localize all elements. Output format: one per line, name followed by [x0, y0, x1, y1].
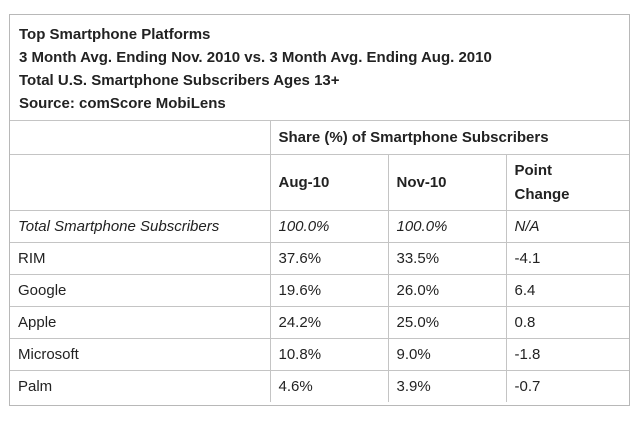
column-header-nov: Nov-10	[387, 154, 507, 211]
table-row: Palm 4.6% 3.9% -0.7	[10, 370, 630, 402]
cell-change: 0.8	[505, 306, 630, 339]
column-header-change: Point Change	[505, 154, 630, 211]
group-header-spacer	[10, 120, 271, 155]
cell-nov: 26.0%	[387, 274, 507, 307]
table-row: RIM 37.6% 33.5% -4.1	[10, 242, 630, 275]
table-row: Google 19.6% 26.0% 6.4	[10, 274, 630, 307]
cell-aug: 4.6%	[269, 370, 389, 402]
table-frame: Top Smartphone Platforms 3 Month Avg. En…	[9, 14, 630, 406]
column-header-row: Aug-10 Nov-10 Point Change	[10, 154, 630, 211]
cell-change: -1.8	[505, 338, 630, 371]
table-title: Top Smartphone Platforms	[19, 26, 211, 43]
column-header-spacer	[10, 154, 271, 211]
cell-change: 6.4	[505, 274, 630, 307]
row-label: Google	[10, 274, 271, 307]
table-row: Apple 24.2% 25.0% 0.8	[10, 306, 630, 339]
cell-change: -0.7	[505, 370, 630, 402]
table-row: Total Smartphone Subscribers 100.0% 100.…	[10, 210, 630, 243]
row-label: RIM	[10, 242, 271, 275]
table-row: Microsoft 10.8% 9.0% -1.8	[10, 338, 630, 371]
row-label: Microsoft	[10, 338, 271, 371]
group-header-row: Share (%) of Smartphone Subscribers	[10, 120, 630, 155]
table-subtitle: 3 Month Avg. Ending Nov. 2010 vs. 3 Mont…	[19, 49, 492, 66]
table-source: Source: comScore MobiLens	[19, 95, 226, 112]
row-label: Total Smartphone Subscribers	[10, 210, 271, 243]
cell-nov: 100.0%	[387, 210, 507, 243]
cell-nov: 9.0%	[387, 338, 507, 371]
cell-aug: 37.6%	[269, 242, 389, 275]
cell-nov: 25.0%	[387, 306, 507, 339]
cell-nov: 3.9%	[387, 370, 507, 402]
cell-change: N/A	[505, 210, 630, 243]
share-table: Share (%) of Smartphone Subscribers Aug-…	[10, 120, 630, 402]
row-label: Palm	[10, 370, 271, 402]
column-header-change-line1: Point	[514, 161, 553, 179]
cell-aug: 19.6%	[269, 274, 389, 307]
cell-aug: 10.8%	[269, 338, 389, 371]
column-header-change-line2: Change	[514, 185, 570, 203]
table-population: Total U.S. Smartphone Subscribers Ages 1…	[19, 72, 340, 89]
cell-aug: 24.2%	[269, 306, 389, 339]
table-title-block: Top Smartphone Platforms 3 Month Avg. En…	[19, 23, 492, 115]
cell-aug: 100.0%	[269, 210, 389, 243]
column-header-aug: Aug-10	[269, 154, 389, 211]
cell-nov: 33.5%	[387, 242, 507, 275]
cell-change: -4.1	[505, 242, 630, 275]
row-label: Apple	[10, 306, 271, 339]
group-header: Share (%) of Smartphone Subscribers	[269, 120, 630, 155]
